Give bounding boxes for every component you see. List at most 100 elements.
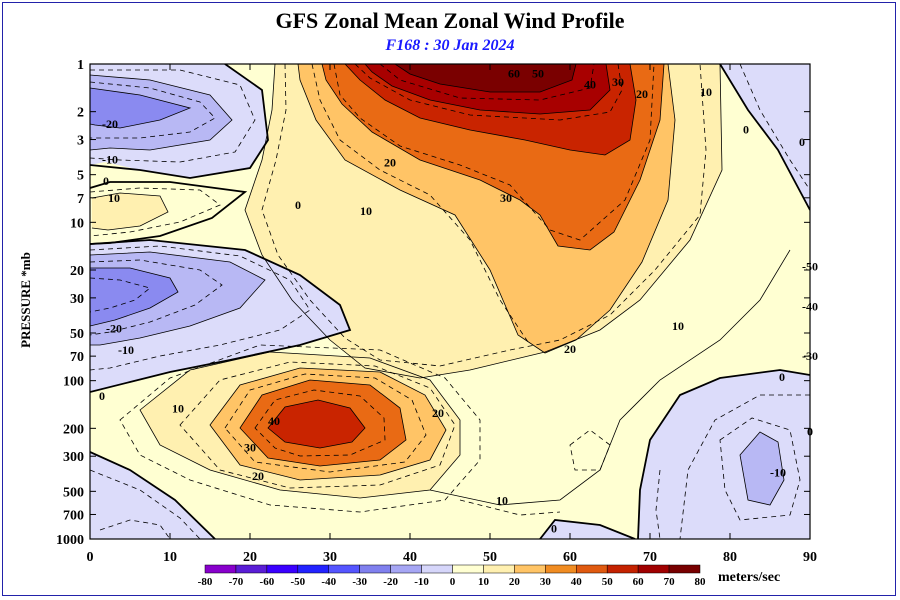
contour-label: -10: [118, 343, 134, 357]
colorbar-swatch: [297, 564, 329, 574]
contour-60: [394, 64, 577, 93]
contour-label: 10: [108, 191, 120, 205]
contour-30: [321, 64, 665, 251]
contour-label: 30: [612, 75, 624, 89]
colorbar-swatch: [328, 564, 360, 574]
zero-line-6: [539, 519, 636, 539]
contour-label: 0: [551, 522, 557, 536]
x-tick-label: 0: [87, 550, 94, 565]
contour-labels: 60 50 40 30 20 10 0 0 20 30 10 0 -20 -10 0 10 -20 -10 0 10 4…: [99, 67, 818, 536]
contour-label: 10: [700, 85, 712, 99]
colorbar-units: meters/sec: [718, 570, 781, 585]
y-tick-label: 5: [77, 169, 84, 184]
contour-trop-40: [267, 399, 366, 449]
contour-trop-10: [139, 351, 461, 499]
dashed-55: [379, 64, 595, 101]
colorbar-label: -10: [414, 576, 429, 588]
y-tick-label: 1: [77, 58, 84, 73]
contour-label: 60: [508, 67, 520, 81]
x-tick-label: 30: [323, 550, 337, 565]
zero-line-3: [90, 239, 352, 393]
dashed-surface-2: [99, 519, 171, 539]
zero-line-1: [90, 64, 269, 179]
contour-lines: [90, 64, 810, 539]
dashed-trop-25: [224, 373, 427, 473]
contour-label: -40: [802, 299, 818, 313]
dashed-m5-upper: [90, 69, 256, 163]
x-tick-label: 40: [403, 550, 417, 565]
y-tick-label: 700: [63, 508, 84, 523]
colorbar-swatch: [452, 564, 484, 574]
colorbar-label: 70: [664, 576, 676, 588]
chart-subtitle: F168 : 30 Jan 2024: [385, 37, 515, 54]
colorbar-swatch: [483, 564, 515, 574]
y-tick-label: 3: [77, 134, 84, 149]
contour-10-lower: [429, 249, 791, 506]
dashed-surface-3: [569, 429, 611, 471]
contour-label: 30: [500, 191, 512, 205]
dashed-m15-mid: [90, 259, 223, 336]
colorbar-swatch: [266, 564, 299, 574]
colorbar-label: -20: [383, 576, 398, 588]
colorbar-swatch: [359, 564, 391, 574]
chart-title: GFS Zonal Mean Zonal Wind Profile: [275, 8, 625, 33]
zero-line-4: [637, 369, 810, 539]
dashed-right-3: [719, 417, 801, 521]
fill-east-surface-left: [90, 452, 215, 539]
dashed-surface-1: [90, 469, 201, 539]
contour-label: 40: [584, 78, 596, 92]
dashed-right-2: [679, 394, 810, 539]
contour-m20-upper: [90, 87, 192, 129]
contour-label: 0: [799, 135, 805, 149]
contour-label: 20: [252, 469, 264, 483]
contour-trop-30: [239, 379, 407, 467]
dashed-m15-upper: [90, 81, 216, 139]
contour-label: 10: [172, 402, 184, 416]
dashed-m25-mid: [90, 277, 151, 313]
colorbar-label: 30: [540, 576, 552, 588]
x-tick-label: 20: [243, 550, 257, 565]
colorbar-swatch: [576, 564, 608, 574]
colorbar-swatch: [668, 564, 701, 574]
y-tick-label: 1000: [56, 533, 84, 548]
contour-40: [344, 64, 637, 156]
colorbar-swatch: [390, 564, 422, 574]
zero-line-5: [90, 451, 216, 539]
y-tick-label: 50: [70, 327, 84, 342]
zero-line-7: [719, 64, 810, 211]
y-tick-label: 500: [63, 485, 84, 500]
contour-p10-pocket: [91, 192, 169, 231]
x-tick-label: 70: [643, 550, 657, 565]
fill-east-right-m10: [740, 432, 784, 505]
y-tick-label: 200: [63, 422, 84, 437]
colorbar-label: -60: [260, 576, 275, 588]
contour-label: 10: [672, 319, 684, 333]
contour-label: 20: [564, 342, 576, 356]
colorbar-label: 0: [450, 576, 456, 588]
contour-label: 10: [496, 493, 508, 507]
contour-label: 50: [532, 67, 544, 81]
dashed-surface-4: [459, 499, 561, 516]
contour-label: -50: [802, 259, 818, 273]
colorbar-swatch: [204, 564, 237, 574]
y-tick-label: 10: [70, 216, 84, 231]
contour-50: [364, 64, 611, 115]
dashed-trop-15: [179, 361, 456, 489]
y-tick-label: 300: [63, 450, 84, 465]
contour-label: -20: [102, 117, 118, 131]
colorbar-label: -80: [198, 576, 213, 588]
dashed-45: [354, 64, 623, 121]
colorbar-label: 60: [633, 576, 645, 588]
dashed-m5-mid: [90, 245, 311, 371]
x-axis-ticks: 0 10 20 30 40 50 60 70 80 90: [87, 64, 817, 565]
colorbar-swatch: [545, 564, 577, 574]
contour-m10-right: [739, 431, 785, 506]
colorbar-swatch: [421, 564, 453, 574]
dashed-trop-35: [254, 389, 386, 457]
fill-westerly-pocket-10: [92, 193, 168, 230]
y-tick-label: 2: [77, 106, 84, 121]
fill-east-surface-mid: [540, 520, 635, 539]
contour-label: 0: [295, 198, 301, 212]
colorbar-label: -40: [321, 576, 336, 588]
x-tick-label: 90: [803, 550, 817, 565]
